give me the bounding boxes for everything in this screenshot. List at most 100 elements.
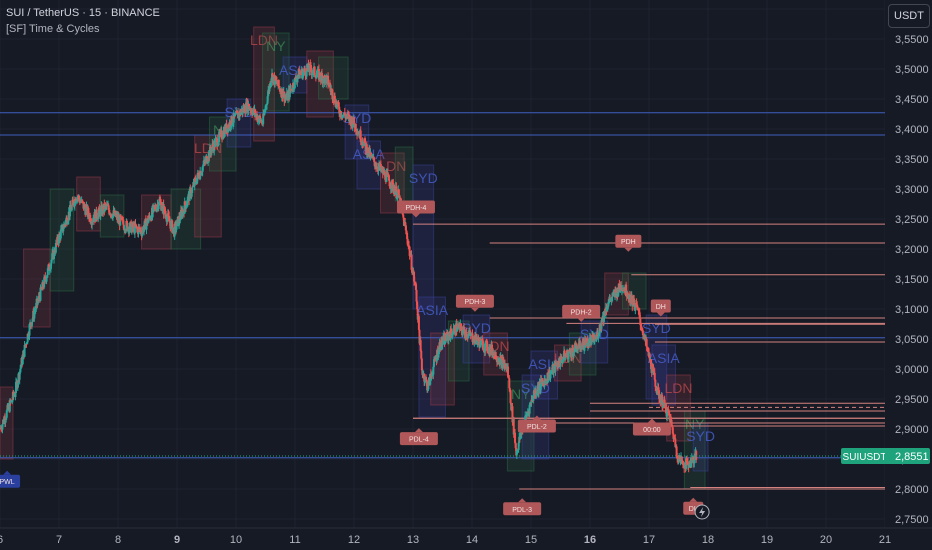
time-tick-label: 8 <box>115 534 121 546</box>
candle-body <box>436 350 439 358</box>
candle-body <box>68 204 71 217</box>
price-axis[interactable]: 3,60003,55003,50003,45003,40003,35003,30… <box>885 0 932 550</box>
session-label: NY <box>685 416 705 432</box>
candle-body <box>349 116 352 120</box>
candle-body <box>135 226 138 229</box>
candle-body <box>283 97 286 102</box>
candle-body <box>309 63 312 65</box>
candle-body <box>343 112 346 116</box>
candle-body <box>311 73 314 75</box>
candle-body <box>634 302 637 308</box>
candle-body <box>254 114 257 116</box>
candle-body <box>459 323 462 330</box>
price-tick-label: 3,5000 <box>895 64 929 76</box>
candle-body <box>670 419 673 426</box>
candle-body <box>459 323 462 326</box>
candle-body <box>569 348 572 353</box>
candle-body <box>559 356 562 367</box>
candle-body <box>309 64 312 71</box>
candle-body <box>536 392 539 394</box>
time-tick-label: 9 <box>174 534 180 546</box>
candle-body <box>355 131 358 133</box>
candle-body <box>528 404 531 414</box>
chart-extras <box>694 504 710 520</box>
candle-body <box>24 343 27 347</box>
candle-body <box>249 108 252 111</box>
candle-body <box>654 386 657 389</box>
candle-body <box>418 329 421 344</box>
candle-body <box>89 221 92 223</box>
candle-body <box>427 381 430 390</box>
candle-body <box>635 302 638 305</box>
indicator-title[interactable]: [SF] Time & Cycles <box>6 23 100 35</box>
candle-body <box>484 342 487 352</box>
candle-body <box>564 354 567 360</box>
candle-body <box>404 222 407 226</box>
candle-body <box>19 365 22 369</box>
candle-body <box>264 105 267 111</box>
candle-body <box>54 252 57 254</box>
candle-body <box>160 201 163 211</box>
candle-body <box>671 427 674 434</box>
candle-body <box>65 217 68 225</box>
candle-body <box>167 213 170 217</box>
price-tick-label: 2,7500 <box>895 514 929 526</box>
candle-body <box>391 180 394 189</box>
candle-body <box>575 343 578 349</box>
candle-body <box>232 122 235 125</box>
candle-body <box>370 152 373 155</box>
candle-body <box>220 130 223 139</box>
candle-body <box>481 339 484 341</box>
candle-body <box>313 66 316 76</box>
candle-body <box>395 186 398 199</box>
candle-body <box>373 157 376 162</box>
time-tick-label: 7 <box>56 534 62 546</box>
candle-body <box>532 395 535 401</box>
time-axis[interactable]: 6 7 8 9 10 11 12 13 14 15 16 17 18 19 20 21 <box>0 527 932 546</box>
candle-body <box>487 351 490 353</box>
candle-body <box>407 245 410 247</box>
candle-body <box>578 340 581 349</box>
session-label: NY <box>266 38 286 54</box>
candle-body <box>549 372 552 379</box>
candle-body <box>509 390 512 404</box>
candle-body <box>75 200 78 203</box>
candle-body <box>216 138 219 147</box>
price-tick-label: 3,0000 <box>895 364 929 376</box>
candle-body <box>588 337 591 346</box>
candle-body <box>675 446 678 456</box>
lightning-glyph <box>699 507 706 517</box>
candle-body <box>96 218 99 220</box>
candle-body <box>54 242 57 253</box>
candle-body <box>95 209 98 219</box>
candle-body <box>609 297 612 300</box>
level-tag-pointer <box>414 428 423 433</box>
symbol-title[interactable]: SUI / TetherUS · 15 · BINANCE <box>6 7 160 19</box>
candle-body <box>293 77 296 89</box>
candle-body <box>529 402 532 405</box>
candle-body <box>274 75 277 81</box>
candle-body <box>147 219 150 224</box>
candle-body <box>444 335 447 341</box>
currency-button[interactable]: USDT <box>888 4 930 28</box>
candle-body <box>618 283 621 289</box>
candle-body <box>248 103 251 109</box>
level-tag-label: PDH-4 <box>405 205 426 212</box>
levels <box>0 112 885 490</box>
candle-body <box>518 436 521 443</box>
candle-body <box>221 137 224 139</box>
candle-body <box>254 109 257 116</box>
price-tick-label: 2,9000 <box>895 424 929 436</box>
candle-body <box>524 415 527 422</box>
session-box <box>0 386 14 460</box>
candle-body <box>8 400 11 412</box>
candle-body <box>323 75 326 83</box>
candle-body <box>462 326 465 331</box>
level-tag-box <box>0 474 21 488</box>
candle-body <box>336 104 339 107</box>
candle-body <box>98 207 101 211</box>
candle-body <box>676 455 679 459</box>
candle-body <box>667 409 670 413</box>
candle-body <box>111 213 114 219</box>
